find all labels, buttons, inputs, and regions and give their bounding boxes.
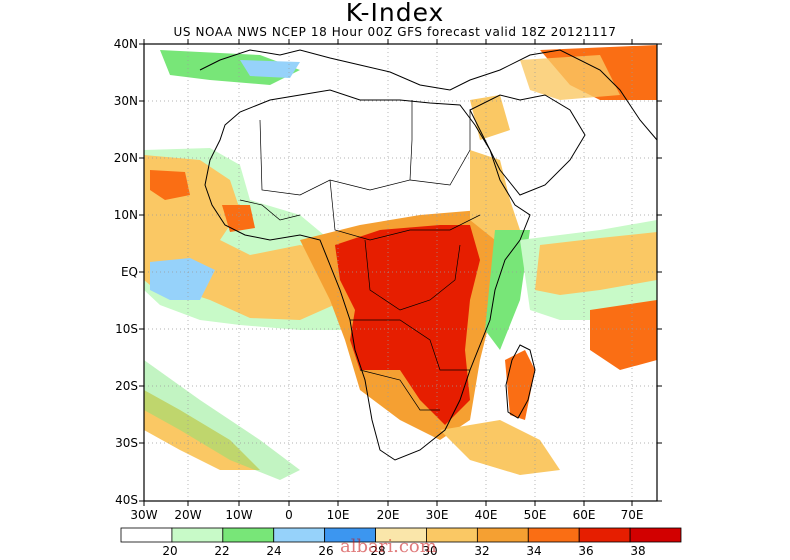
lon-label-70e: 70E [620, 508, 644, 522]
lat-label-30s: 30S [115, 436, 138, 450]
colorbar-label-32: 32 [474, 544, 490, 558]
colorbar-label-36: 36 [578, 544, 594, 558]
lon-label-10e: 10E [326, 508, 350, 522]
field-west-africa-red2 [222, 205, 255, 232]
border-line [409, 110, 471, 186]
axis-ticks [139, 39, 662, 506]
field-mediterranean-blue [240, 60, 300, 78]
colorbar-label-26: 26 [318, 544, 334, 558]
lat-label-20s: 20S [115, 379, 138, 393]
lat-label-40s: 40S [115, 493, 138, 507]
colorbar-label-24: 24 [266, 544, 282, 558]
lon-label-50e: 50E [523, 508, 547, 522]
map-title: K-Index [345, 0, 445, 27]
border-line [259, 100, 413, 196]
lat-label-30n: 30N [113, 94, 138, 108]
colorbar-label-34: 34 [526, 544, 542, 558]
lon-label-0: 0 [285, 508, 293, 522]
border-line [329, 179, 481, 241]
lat-label-10n: 10N [113, 208, 138, 222]
graticule [144, 44, 657, 501]
lat-label-40n: 40N [113, 37, 138, 51]
lon-label-20w: 20W [174, 508, 202, 522]
border-line [359, 369, 440, 411]
field-west-atlantic-blue [150, 258, 215, 300]
coastlines [199, 49, 658, 461]
colorbar-swatch [476, 527, 529, 543]
field-agulhas-orange [440, 420, 560, 475]
field-south-atlantic-green [144, 360, 300, 480]
lat-label-eq: EQ [120, 265, 138, 279]
lon-label-30e: 30E [425, 508, 449, 522]
colorbar-swatch [222, 527, 275, 543]
map-subtitle: US NOAA NWS NCEP 18 Hour 00Z GFS forecas… [173, 25, 617, 39]
colorbar-label-38: 38 [630, 544, 646, 558]
lat-label-20n: 20N [113, 151, 138, 165]
watermark: albari.com [340, 536, 437, 557]
colorbar-swatch [578, 527, 631, 543]
arabia-coastline [469, 94, 586, 196]
madagascar-coastline [505, 344, 536, 419]
colorbar-swatch [171, 527, 224, 543]
colorbar-label-22: 22 [214, 544, 230, 558]
field-west-africa-red [150, 170, 190, 200]
colorbar-label-20: 20 [162, 544, 178, 558]
field-east-coast-green [485, 230, 530, 350]
border-line [350, 319, 470, 371]
country-borders [239, 100, 481, 411]
field-south-atlantic-orange [144, 390, 260, 470]
field-red-sea-orange [470, 95, 510, 140]
lon-label-10w: 10W [225, 508, 253, 522]
field-indian-ocean-red [590, 300, 657, 370]
europe-coastline [199, 49, 658, 141]
colorbar-swatch [120, 527, 173, 543]
field-indian-ocean-orange [535, 232, 657, 295]
lon-label-20e: 20E [376, 508, 400, 522]
lon-label-60e: 60E [572, 508, 596, 522]
colorbar-label-30: 30 [422, 544, 438, 558]
colorbar [120, 527, 682, 543]
field-middle-east-yellow [520, 55, 620, 100]
border-line [239, 199, 301, 221]
border-line [364, 239, 461, 311]
lat-label-10s: 10S [115, 322, 138, 336]
k-index-field [144, 45, 657, 480]
africa-coastline [204, 89, 531, 461]
colorbar-swatch [273, 527, 326, 543]
colorbar-label-28: 28 [370, 544, 386, 558]
field-ethiopia-orange [470, 150, 520, 240]
field-madagascar-red [505, 350, 535, 420]
lon-label-40e: 40E [474, 508, 498, 522]
colorbar-swatch [527, 527, 580, 543]
lon-label-30w: 30W [130, 508, 158, 522]
colorbar-swatch [629, 527, 682, 543]
